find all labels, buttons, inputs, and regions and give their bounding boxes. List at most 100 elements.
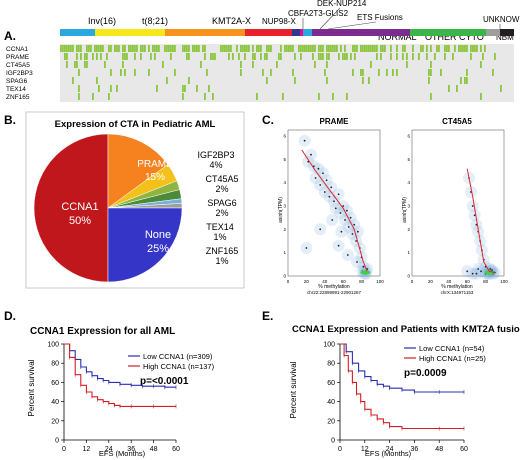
y-tick-label: 6 [283, 134, 286, 139]
y-tick-label: 3 [283, 204, 286, 209]
oncoprint-cell [132, 45, 134, 52]
oncoprint-cell [92, 93, 94, 100]
scatter-xsub-prame: chr22:22899991-22901267 [307, 290, 362, 295]
oncoprint-cell [430, 69, 432, 76]
oncoprint-cell [172, 45, 174, 52]
oncoprint-cell [60, 45, 62, 52]
oncoprint-cell [500, 85, 502, 92]
y-tick-label: 20 [327, 418, 335, 425]
oncoprint-cell [362, 69, 364, 76]
pie-label-none: None [145, 229, 171, 241]
oncoprint-cell [134, 53, 136, 60]
oncoprint-cell [232, 53, 234, 60]
oncoprint-cell [196, 85, 198, 92]
oncoprint-cell [474, 45, 476, 52]
oncoprint-cell [344, 45, 346, 52]
group-bar-8 [410, 29, 486, 36]
oncoprint-cell [184, 85, 186, 92]
scatter-point [319, 184, 322, 186]
oncoprint-cell [280, 45, 282, 52]
oncoprint-cell [204, 45, 206, 52]
oncoprint-cell [66, 45, 68, 52]
oncoprint-cell [124, 45, 126, 52]
oncoprint-cell [436, 45, 438, 52]
oncoprint-cell [372, 45, 374, 52]
oncoprint-cell [192, 45, 194, 52]
oncoprint-cell [318, 93, 320, 100]
oncoprint-cell [326, 77, 328, 84]
oncoprint-cell [224, 45, 226, 52]
y-tick-label: 1 [407, 250, 410, 255]
oncoprint-cell [322, 53, 324, 60]
oncoprint-cell [110, 69, 112, 76]
oncoprint-cell [456, 85, 458, 92]
oncoprint-cell [440, 69, 442, 76]
scatter-plot-ct45a5: CT45A5 asinh(TPM) % methylation chrX:134… [402, 117, 508, 295]
group-color-bar [60, 29, 514, 36]
oncoprint-cell [428, 69, 430, 76]
pie-label-ccna1: CCNA1 [61, 201, 98, 213]
y-tick-label: 0 [55, 438, 59, 445]
x-tick-label: 48 [150, 446, 158, 453]
oncoprint-cell [148, 45, 150, 52]
oncoprint-cell [90, 45, 92, 52]
scatter-point [351, 233, 354, 235]
oncoprint-cell [236, 45, 238, 52]
y-tick-label: 0 [407, 274, 410, 279]
x-tick-label: 60 [465, 279, 471, 284]
oncoprint-cell [298, 45, 300, 52]
oncoprint-cell [118, 45, 120, 52]
scatter-xsub-ct45a5: chrX:134971153 [441, 290, 474, 295]
trend-line [466, 168, 495, 273]
scatter-point [328, 195, 331, 198]
oncoprint-cell [342, 53, 344, 60]
scatter-point [356, 261, 358, 263]
group-bar-2 [165, 29, 245, 36]
oncoprint-cell [470, 53, 472, 60]
oncoprint-cell [332, 45, 334, 52]
oncoprint-cell [164, 45, 166, 52]
oncoprint-cell [308, 45, 310, 52]
oncoprint-cell [464, 45, 466, 52]
oncoprint-cell [226, 45, 228, 52]
oncoprint-cell [78, 45, 80, 52]
legend-label-low-d: Low CCNA1 (n=309) [143, 352, 213, 361]
oncoprint-cell [140, 53, 142, 60]
oncoprint-cell [108, 93, 110, 100]
panel-b-letter: B. [4, 113, 16, 127]
row-label-znf165: ZNF165 [6, 94, 30, 101]
oncoprint-cell [260, 45, 262, 52]
oncoprint-cell [378, 69, 380, 76]
oncoprint-cell [222, 45, 224, 52]
pie-pct-spag6: 2% [215, 208, 228, 218]
oncoprint-cell [396, 45, 398, 52]
oncoprint-cell [204, 53, 206, 60]
scatter-point [323, 191, 326, 193]
oncoprint-cell [80, 53, 82, 60]
oncoprint-cell [100, 53, 102, 60]
oncoprint-cell [114, 45, 116, 52]
oncoprint-cell [74, 61, 76, 68]
group-label-normal: NORMAL [378, 32, 417, 42]
x-tick-label: 40 [446, 279, 452, 284]
oncoprint-cell [352, 69, 354, 76]
oncoprint-cell [154, 45, 156, 52]
x-tick-label: 36 [411, 446, 419, 453]
group-bar-5 [300, 29, 303, 36]
oncoprint-cell [86, 53, 88, 60]
oncoprint-cell [182, 45, 184, 52]
oncoprint-cell [392, 69, 394, 76]
scatter-point [355, 240, 357, 242]
oncoprint-cell [166, 77, 168, 84]
oncoprint-cell [470, 45, 472, 52]
survival-title-d: CCNA1 Expression for all AML [30, 326, 175, 337]
scatter-title-ct45a5: CT45A5 [442, 117, 472, 126]
oncoprint-cell [324, 69, 326, 76]
oncoprint-cell [80, 45, 82, 52]
x-tick-label: 24 [386, 446, 394, 453]
scatter-frame [411, 129, 505, 277]
oncoprint-cell [134, 69, 136, 76]
oncoprint-cell [252, 61, 254, 68]
scatter-point [489, 268, 492, 270]
oncoprint-cell [444, 53, 446, 60]
